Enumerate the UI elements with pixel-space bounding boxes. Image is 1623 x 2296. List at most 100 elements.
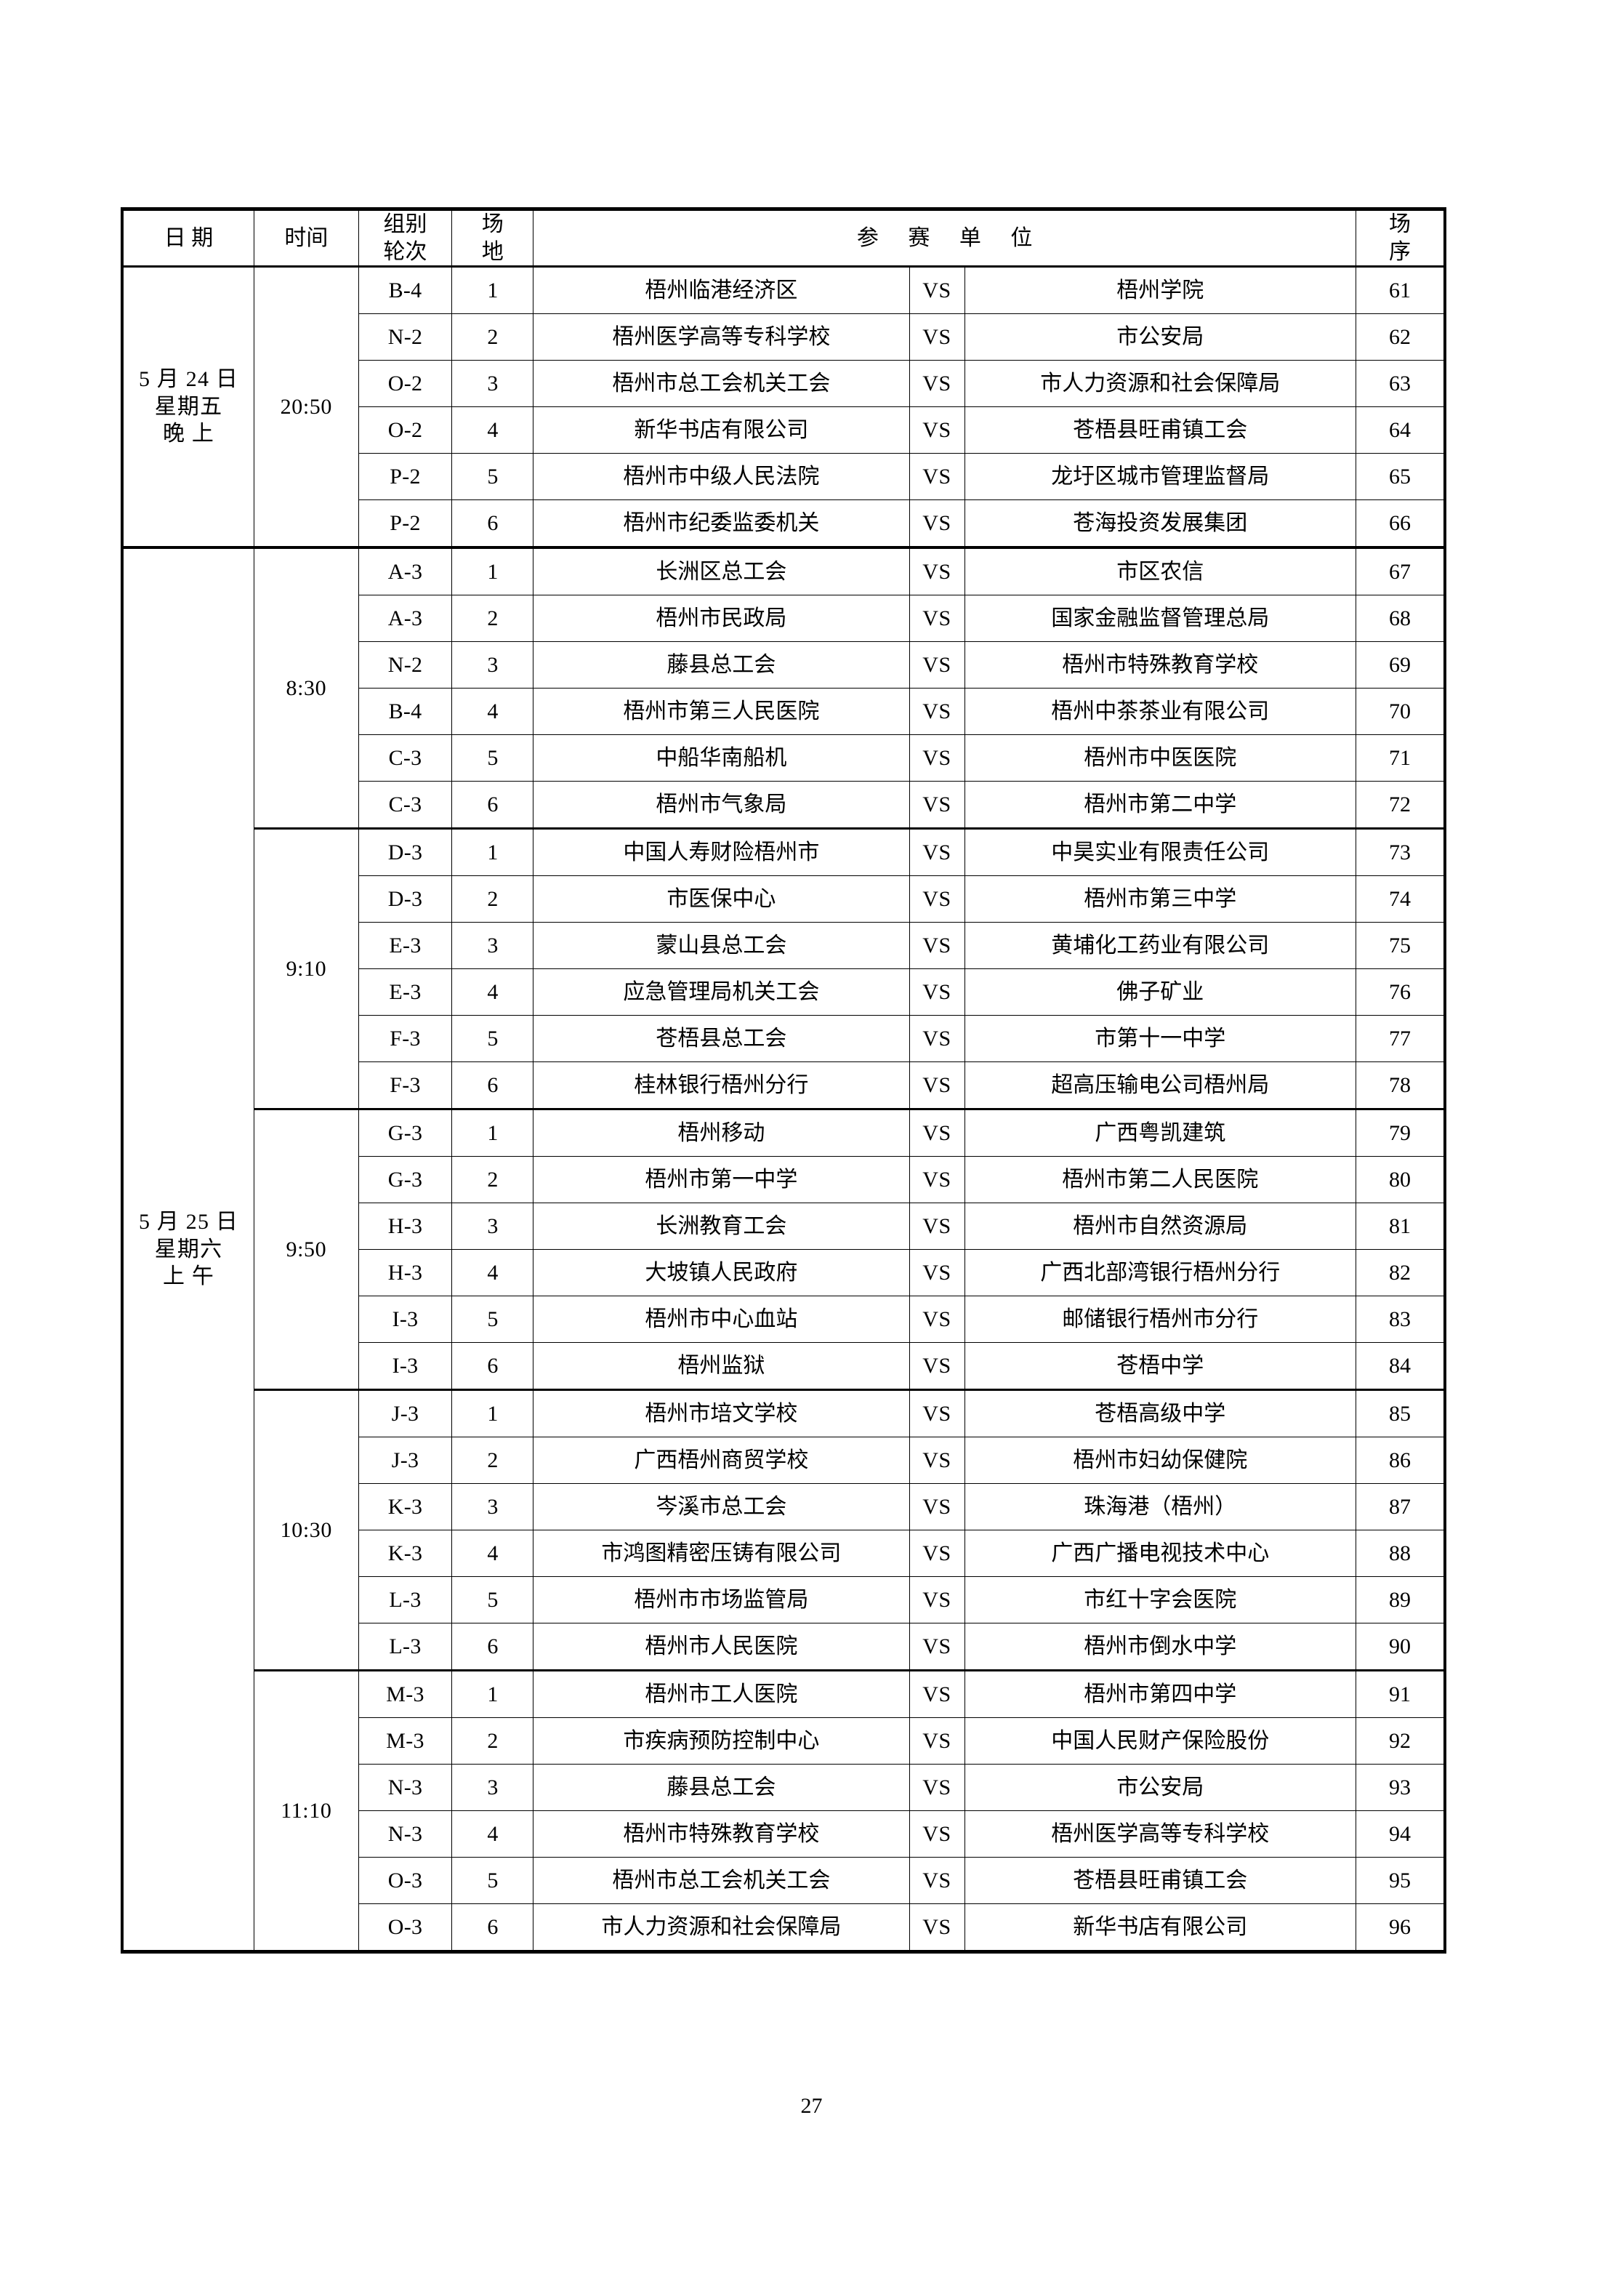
table-row: F-3 6 桂林银行梧州分行 VS 超高压输电公司梧州局 78	[122, 1061, 1446, 1109]
table-row: N-2 3 藤县总工会 VS 梧州市特殊教育学校 69	[122, 641, 1446, 689]
court-cell: 5	[451, 1015, 534, 1062]
vs-label: VS	[909, 1669, 965, 1718]
team-b-cell: 邮储银行梧州市分行	[964, 1296, 1356, 1343]
table-row: O-2 4 新华书店有限公司 VS 苍梧县旺甫镇工会 64	[122, 406, 1446, 454]
team-a-cell: 桂林银行梧州分行	[533, 1061, 910, 1109]
group-round-cell: E-3	[358, 922, 453, 969]
team-a-cell: 梧州市气象局	[533, 781, 910, 829]
match-number-cell: 61	[1355, 265, 1446, 314]
team-a-cell: 藤县总工会	[533, 641, 910, 689]
team-b-cell: 国家金融监督管理总局	[964, 595, 1356, 642]
group-round-cell: G-3	[358, 1108, 453, 1157]
match-number-cell: 66	[1355, 499, 1446, 548]
team-a-cell: 梧州市总工会机关工会	[533, 1857, 910, 1904]
time-cell: 8:30	[254, 546, 359, 829]
vs-label: VS	[909, 781, 965, 829]
match-number-cell: 65	[1355, 453, 1446, 500]
court-cell: 4	[451, 688, 534, 735]
vs-label: VS	[909, 595, 965, 642]
vs-label: VS	[909, 265, 965, 314]
team-b-cell: 苍梧县旺甫镇工会	[964, 406, 1356, 454]
table-row: H-3 3 长洲教育工会 VS 梧州市自然资源局 81	[122, 1203, 1446, 1250]
team-b-cell: 梧州市第四中学	[964, 1669, 1356, 1718]
court-cell: 5	[451, 1296, 534, 1343]
team-a-cell: 中国人寿财险梧州市	[533, 827, 910, 876]
match-number-cell: 89	[1355, 1576, 1446, 1623]
team-a-cell: 长洲教育工会	[533, 1203, 910, 1250]
match-number-cell: 95	[1355, 1857, 1446, 1904]
vs-label: VS	[909, 688, 965, 735]
vs-label: VS	[909, 1061, 965, 1109]
court-cell: 4	[451, 1530, 534, 1577]
team-b-cell: 市公安局	[964, 1764, 1356, 1811]
team-a-cell: 苍梧县总工会	[533, 1015, 910, 1062]
team-b-cell: 梧州市第二人民医院	[964, 1156, 1356, 1203]
vs-label: VS	[909, 406, 965, 454]
group-round-cell: D-3	[358, 875, 453, 923]
court-cell: 6	[451, 781, 534, 829]
table-row: L-3 5 梧州市市场监管局 VS 市红十字会医院 89	[122, 1576, 1446, 1623]
team-b-cell: 新华书店有限公司	[964, 1903, 1356, 1952]
court-cell: 1	[451, 1108, 534, 1157]
team-b-cell: 梧州学院	[964, 265, 1356, 314]
team-a-cell: 岑溪市总工会	[533, 1483, 910, 1530]
table-row: H-3 4 大坡镇人民政府 VS 广西北部湾银行梧州分行 82	[122, 1249, 1446, 1296]
court-cell: 1	[451, 546, 534, 595]
team-a-cell: 市疾病预防控制中心	[533, 1717, 910, 1765]
match-number-cell: 72	[1355, 781, 1446, 829]
match-number-cell: 87	[1355, 1483, 1446, 1530]
table-row: B-4 4 梧州市第三人民医院 VS 梧州中茶茶业有限公司 70	[122, 688, 1446, 735]
team-b-cell: 广西广播电视技术中心	[964, 1530, 1356, 1577]
vs-label: VS	[909, 1810, 965, 1858]
team-b-cell: 梧州中茶茶业有限公司	[964, 688, 1356, 735]
group-round-cell: K-3	[358, 1530, 453, 1577]
match-number-cell: 62	[1355, 313, 1446, 361]
team-a-cell: 市人力资源和社会保障局	[533, 1903, 910, 1952]
team-a-cell: 中船华南船机	[533, 734, 910, 782]
court-cell: 5	[451, 453, 534, 500]
group-round-cell: H-3	[358, 1249, 453, 1296]
vs-label: VS	[909, 546, 965, 595]
team-b-cell: 苍梧高级中学	[964, 1389, 1356, 1437]
header-date: 日 期	[121, 209, 255, 267]
table-row: N-2 2 梧州医学高等专科学校 VS 市公安局 62	[122, 313, 1446, 361]
table-row: 9:10 D-3 1 中国人寿财险梧州市 VS 中昊实业有限责任公司 73	[122, 827, 1446, 1109]
match-number-cell: 69	[1355, 641, 1446, 689]
court-cell: 5	[451, 734, 534, 782]
group-round-cell: M-3	[358, 1717, 453, 1765]
team-a-cell: 蒙山县总工会	[533, 922, 910, 969]
team-b-cell: 苍海投资发展集团	[964, 499, 1356, 548]
team-a-cell: 梧州市民政局	[533, 595, 910, 642]
team-b-cell: 梧州市第三中学	[964, 875, 1356, 923]
match-number-cell: 80	[1355, 1156, 1446, 1203]
date-cell: 5 月 24 日星期五晚 上	[121, 265, 255, 548]
court-cell: 2	[451, 1156, 534, 1203]
court-cell: 2	[451, 313, 534, 361]
vs-label: VS	[909, 1437, 965, 1484]
date-line: 5 月 25 日	[138, 1210, 239, 1235]
table-row: O-3 6 市人力资源和社会保障局 VS 新华书店有限公司 96	[122, 1903, 1446, 1952]
match-number-cell: 81	[1355, 1203, 1446, 1250]
group-round-cell: J-3	[358, 1389, 453, 1437]
court-cell: 3	[451, 1203, 534, 1250]
table-row: 11:10 M-3 1 梧州市工人医院 VS 梧州市第四中学 91	[122, 1669, 1446, 1952]
vs-label: VS	[909, 1389, 965, 1437]
team-b-cell: 梧州市妇幼保健院	[964, 1437, 1356, 1484]
team-a-cell: 新华书店有限公司	[533, 406, 910, 454]
match-number-cell: 96	[1355, 1903, 1446, 1952]
team-a-cell: 广西梧州商贸学校	[533, 1437, 910, 1484]
team-b-cell: 超高压输电公司梧州局	[964, 1061, 1356, 1109]
vs-label: VS	[909, 875, 965, 923]
team-b-cell: 龙圩区城市管理监督局	[964, 453, 1356, 500]
court-cell: 1	[451, 1389, 534, 1437]
match-number-cell: 64	[1355, 406, 1446, 454]
match-number-cell: 88	[1355, 1530, 1446, 1577]
group-round-cell: J-3	[358, 1437, 453, 1484]
group-round-cell: F-3	[358, 1061, 453, 1109]
team-a-cell: 市医保中心	[533, 875, 910, 923]
match-number-cell: 73	[1355, 827, 1446, 876]
table-header-row: 日 期时间 组别 轮次场地参 赛 单 位场序	[121, 209, 1446, 267]
vs-label: VS	[909, 1576, 965, 1623]
court-cell: 5	[451, 1857, 534, 1904]
match-number-cell: 84	[1355, 1342, 1446, 1390]
